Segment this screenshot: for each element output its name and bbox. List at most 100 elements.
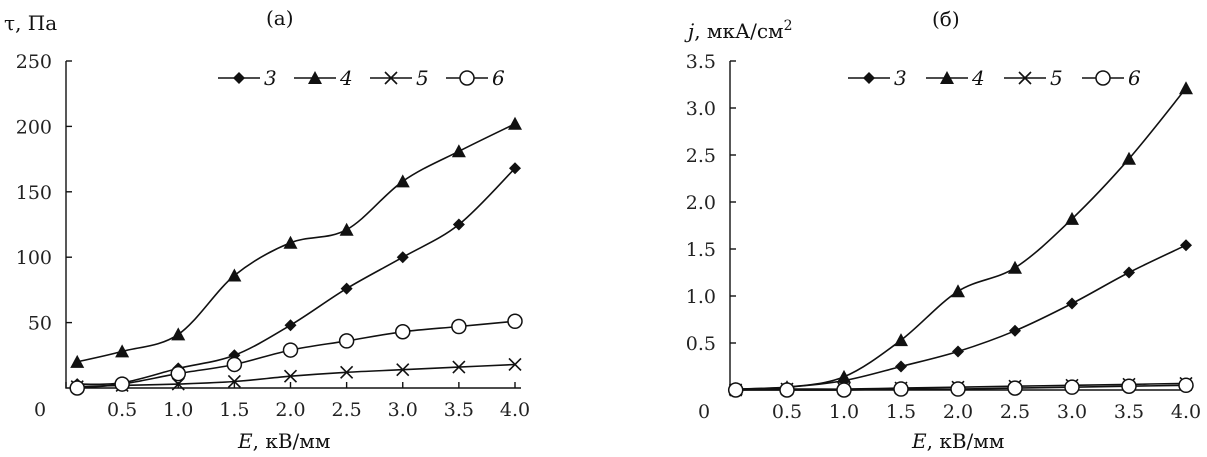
legend-label: 5 — [1050, 66, 1063, 90]
data-point-4 — [1065, 211, 1079, 225]
data-point-6 — [282, 342, 299, 358]
legend-label: 6 — [1128, 66, 1141, 90]
data-point-5 — [227, 374, 241, 389]
legend-label: 4 — [339, 66, 353, 90]
legend-entry-4: 4 — [294, 66, 353, 90]
y-tick-label: 50 — [28, 313, 52, 335]
y-tick-label: 250 — [16, 51, 52, 73]
data-point-3 — [509, 162, 521, 175]
data-point-6 — [395, 324, 411, 340]
y-tick-label: 3.0 — [686, 98, 716, 120]
data-point-4 — [115, 344, 130, 358]
y-tick-label: 200 — [16, 116, 52, 138]
x-tick-label: 1.5 — [886, 401, 916, 423]
data-point-4 — [171, 327, 186, 341]
data-point-4 — [894, 333, 908, 347]
data-point-4 — [395, 174, 410, 188]
data-point-4 — [70, 354, 85, 368]
data-point-3 — [1009, 324, 1021, 337]
data-point-5 — [396, 363, 410, 377]
legend-entry-6: 6 — [446, 66, 505, 90]
data-point-3 — [895, 360, 907, 373]
legend-marker-4 — [940, 71, 954, 84]
data-point-6 — [836, 382, 852, 398]
legend-marker-6 — [459, 70, 475, 86]
x-tick-label: 0.5 — [107, 399, 137, 421]
y-tick-label: 100 — [16, 247, 52, 269]
data-point-6 — [727, 382, 744, 398]
x-tick-label: 0 — [34, 399, 46, 421]
data-point-4 — [451, 144, 466, 158]
chart-panel-a: 50 100 150 200 250 0 0.5 1.0 1.5 2.0 2.5 3.0 3.5 4.0 3… — [16, 51, 530, 421]
series-4 — [728, 81, 1193, 396]
x-tick-label: 2.0 — [275, 399, 305, 421]
x-tick-label: 2.5 — [332, 399, 362, 421]
data-point-6 — [226, 356, 243, 373]
series-line-3 — [77, 167, 516, 386]
series-3 — [729, 239, 1192, 396]
data-point-6 — [507, 313, 523, 330]
x-tick-label: 1.0 — [163, 399, 193, 421]
x-tick-label: 0.5 — [772, 401, 802, 423]
data-point-4 — [1179, 81, 1193, 95]
data-point-4 — [283, 235, 298, 249]
series-line-3 — [735, 244, 1187, 390]
legend-label: 6 — [492, 66, 505, 90]
data-point-6 — [893, 381, 909, 397]
legend-marker-5 — [384, 71, 398, 85]
data-point-5 — [452, 360, 466, 374]
y-tick-label: 2.5 — [686, 145, 716, 167]
data-point-6 — [779, 382, 795, 398]
data-point-4 — [1008, 260, 1022, 274]
x-tick-label: 1.5 — [219, 399, 249, 421]
y-tick-label: 2.0 — [686, 192, 716, 214]
data-point-6 — [1007, 380, 1023, 396]
legend-entry-5: 5 — [1004, 66, 1063, 90]
data-point-6 — [451, 318, 467, 335]
series-4 — [70, 116, 522, 368]
y-tick-label: 1.5 — [686, 239, 716, 261]
x-tick-label: 3.5 — [1114, 401, 1144, 423]
data-point-6 — [1178, 377, 1194, 394]
legend-marker-4 — [308, 71, 322, 84]
data-point-4 — [339, 222, 354, 236]
chart-panel-b: 0.5 1.0 1.5 2.0 2.5 3.0 3.5 0 0.5 1.0 1.5 2.0 2.5 3.0… — [686, 51, 1201, 423]
x-tick-label: 3.5 — [444, 399, 474, 421]
legend-label: 3 — [894, 66, 907, 90]
legend-entry-6: 6 — [1082, 66, 1141, 90]
x-axis-label-b: E, кВ/мм — [911, 429, 1004, 453]
series-3 — [71, 162, 521, 391]
axes-frame — [729, 61, 1192, 391]
data-point-3 — [1066, 297, 1078, 310]
axes-frame — [65, 61, 521, 389]
series-line-5 — [77, 363, 516, 388]
data-point-4 — [508, 116, 522, 130]
x-tick-label: 0 — [698, 401, 710, 423]
y-tick-label: 150 — [16, 182, 52, 204]
data-point-3 — [952, 345, 964, 358]
legend-label: 3 — [264, 66, 277, 90]
data-point-6 — [1064, 379, 1080, 395]
data-point-6 — [170, 365, 186, 382]
data-point-5 — [283, 369, 298, 383]
series-6 — [727, 377, 1194, 398]
data-point-3 — [1180, 239, 1192, 252]
data-point-6 — [950, 381, 966, 397]
y-tick-label: 3.5 — [686, 51, 716, 73]
y-tick-label: 0.5 — [686, 333, 716, 355]
legend-marker-3 — [233, 72, 245, 84]
legend-entry-3: 3 — [218, 66, 277, 90]
data-point-6 — [69, 380, 85, 396]
data-point-6 — [338, 333, 355, 349]
legend-entry-5: 5 — [370, 66, 429, 90]
data-point-3 — [1123, 266, 1135, 279]
data-point-4 — [1122, 151, 1136, 165]
data-point-3 — [340, 282, 353, 295]
data-point-4 — [951, 284, 965, 298]
legend-marker-6 — [1095, 70, 1111, 86]
legend-marker-3 — [863, 72, 875, 84]
data-point-4 — [837, 369, 851, 383]
panel-label-a: (а) — [266, 6, 294, 30]
data-point-6 — [1121, 378, 1137, 394]
